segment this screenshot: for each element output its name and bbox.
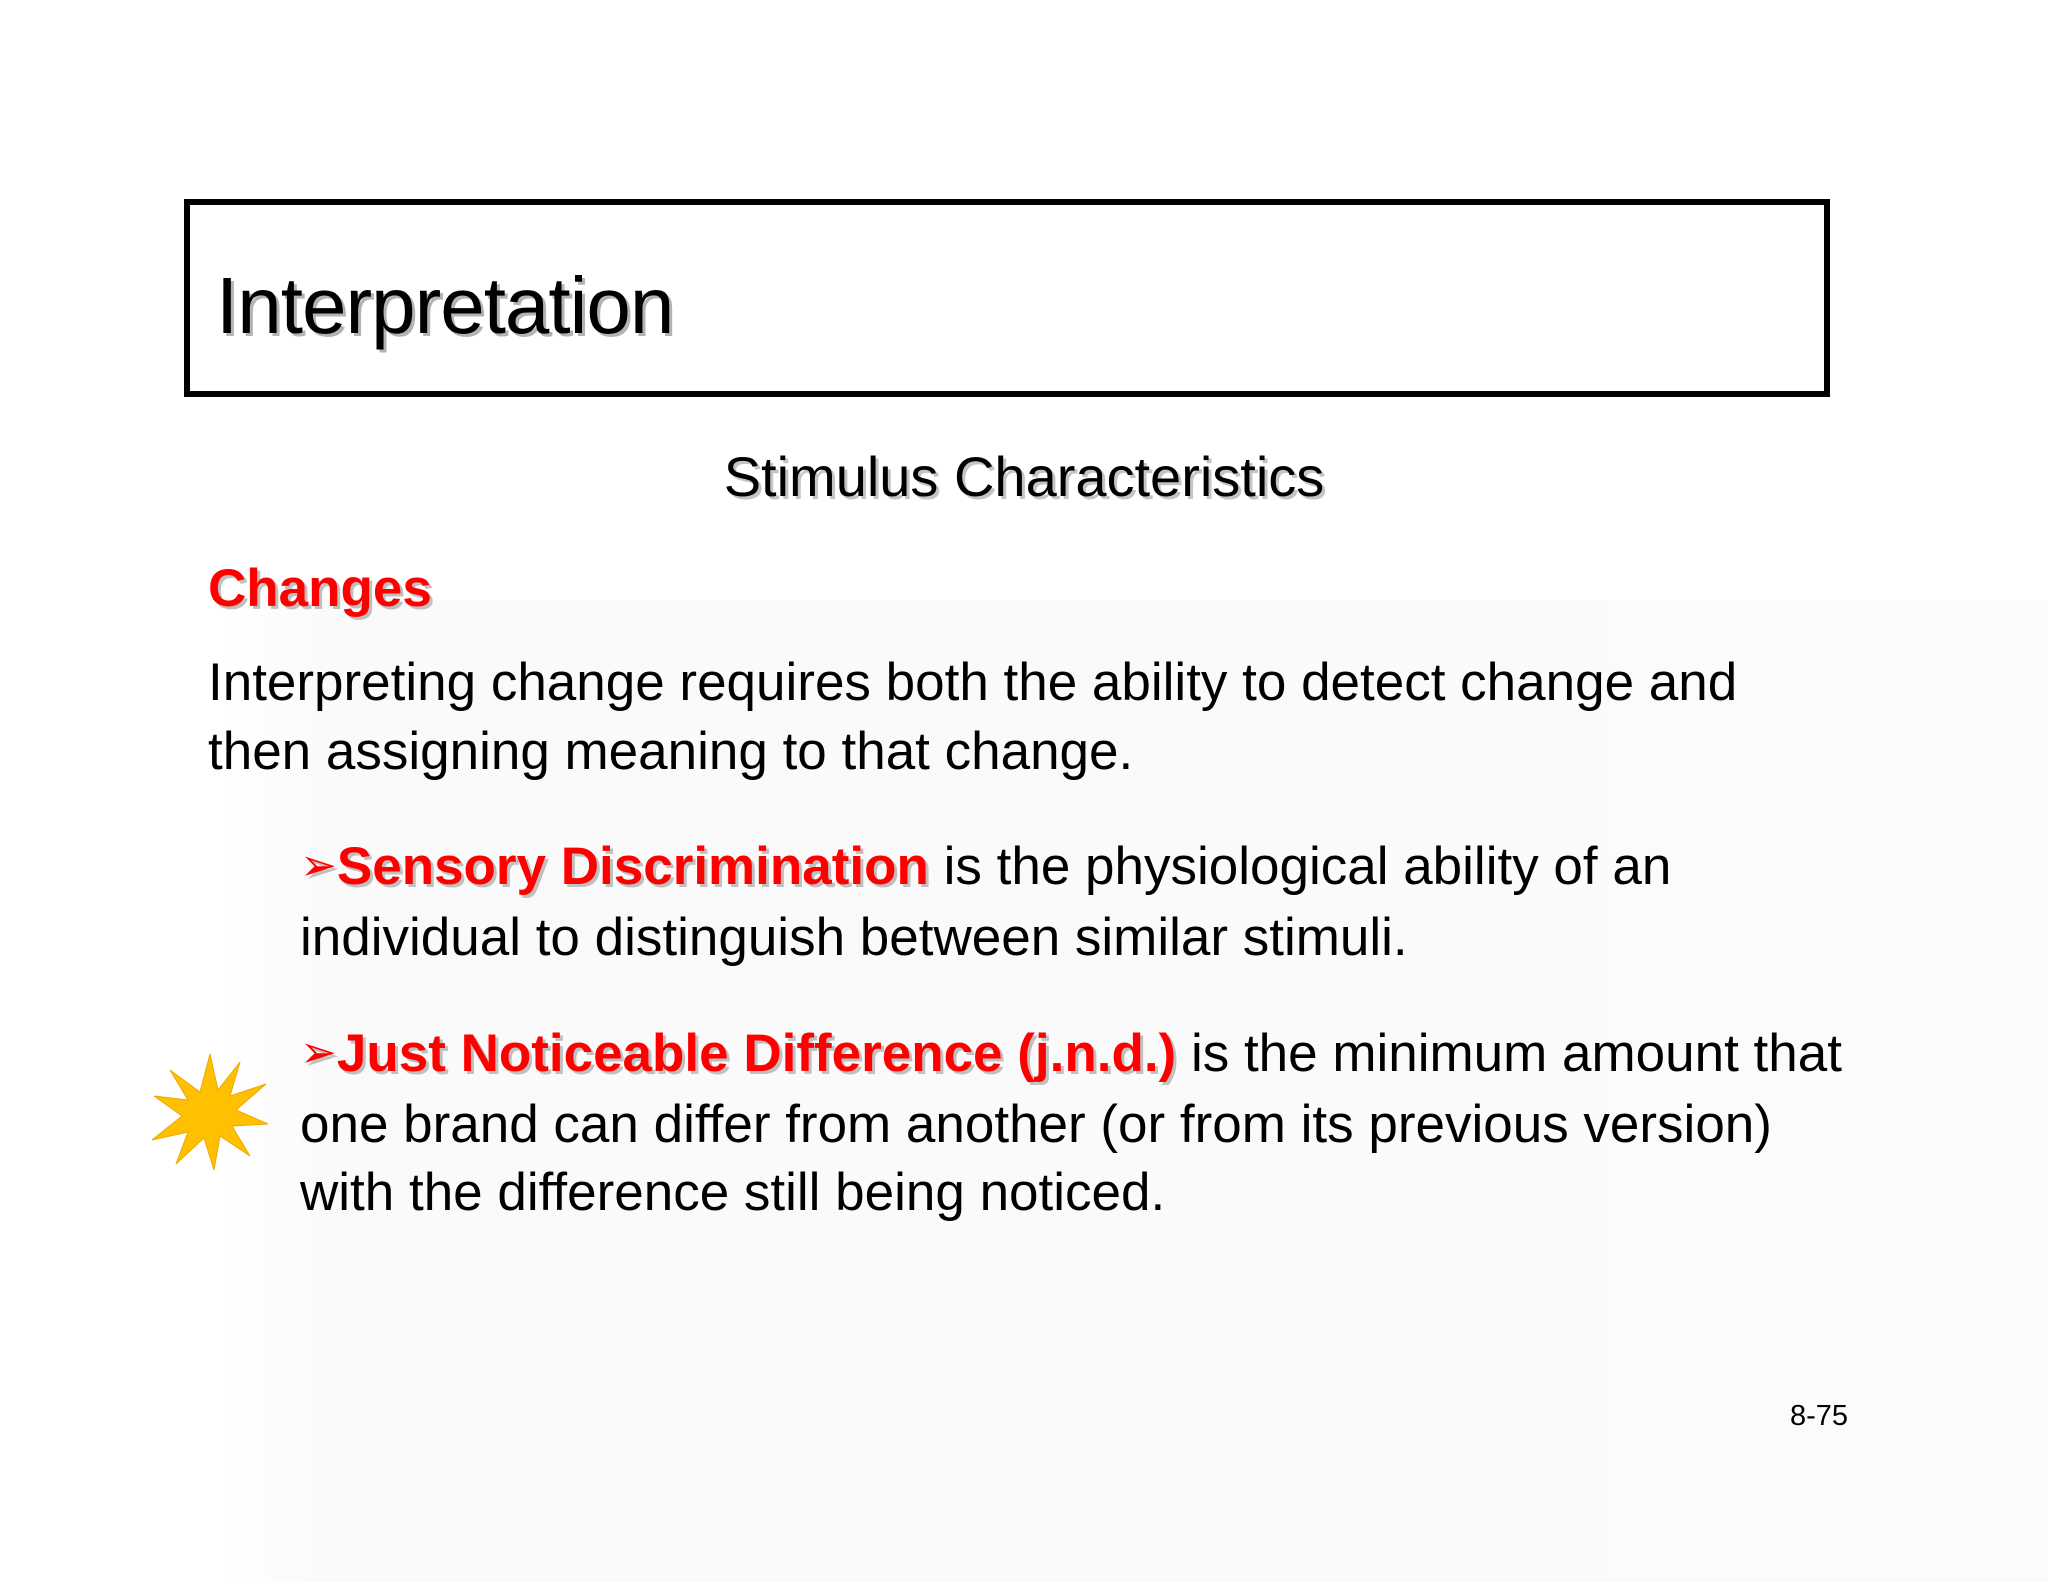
bullet-sensory-discrimination: ➢Sensory Discrimination is the physiolog… [300,833,1860,972]
bullet-term: Sensory Discrimination [336,837,929,896]
slide-title: Interpretation [216,261,674,350]
slide-subtitle: Stimulus Characteristics [723,445,1325,508]
arrow-bullet-icon: ➢ [300,840,337,891]
slide-background-shade [220,600,2048,1582]
bullet-term: Just Noticeable Difference (j.n.d.) [336,1024,1177,1083]
starburst-icon [151,1053,269,1171]
title-box: Interpretation [184,199,1830,397]
bullet-text: is the physiological ability of an indiv… [300,837,1672,967]
section-heading: Changes [208,559,432,618]
intro-paragraph: Interpreting change requires both the ab… [208,653,1738,781]
arrow-bullet-icon: ➢ [300,1027,337,1078]
bullet-text: is the minimum amount that one brand can… [300,1024,1842,1222]
page-number: 8-75 [1790,1400,1849,1432]
bullet-jnd: ➢Just Noticeable Difference (j.n.d.) is … [300,1020,1860,1227]
